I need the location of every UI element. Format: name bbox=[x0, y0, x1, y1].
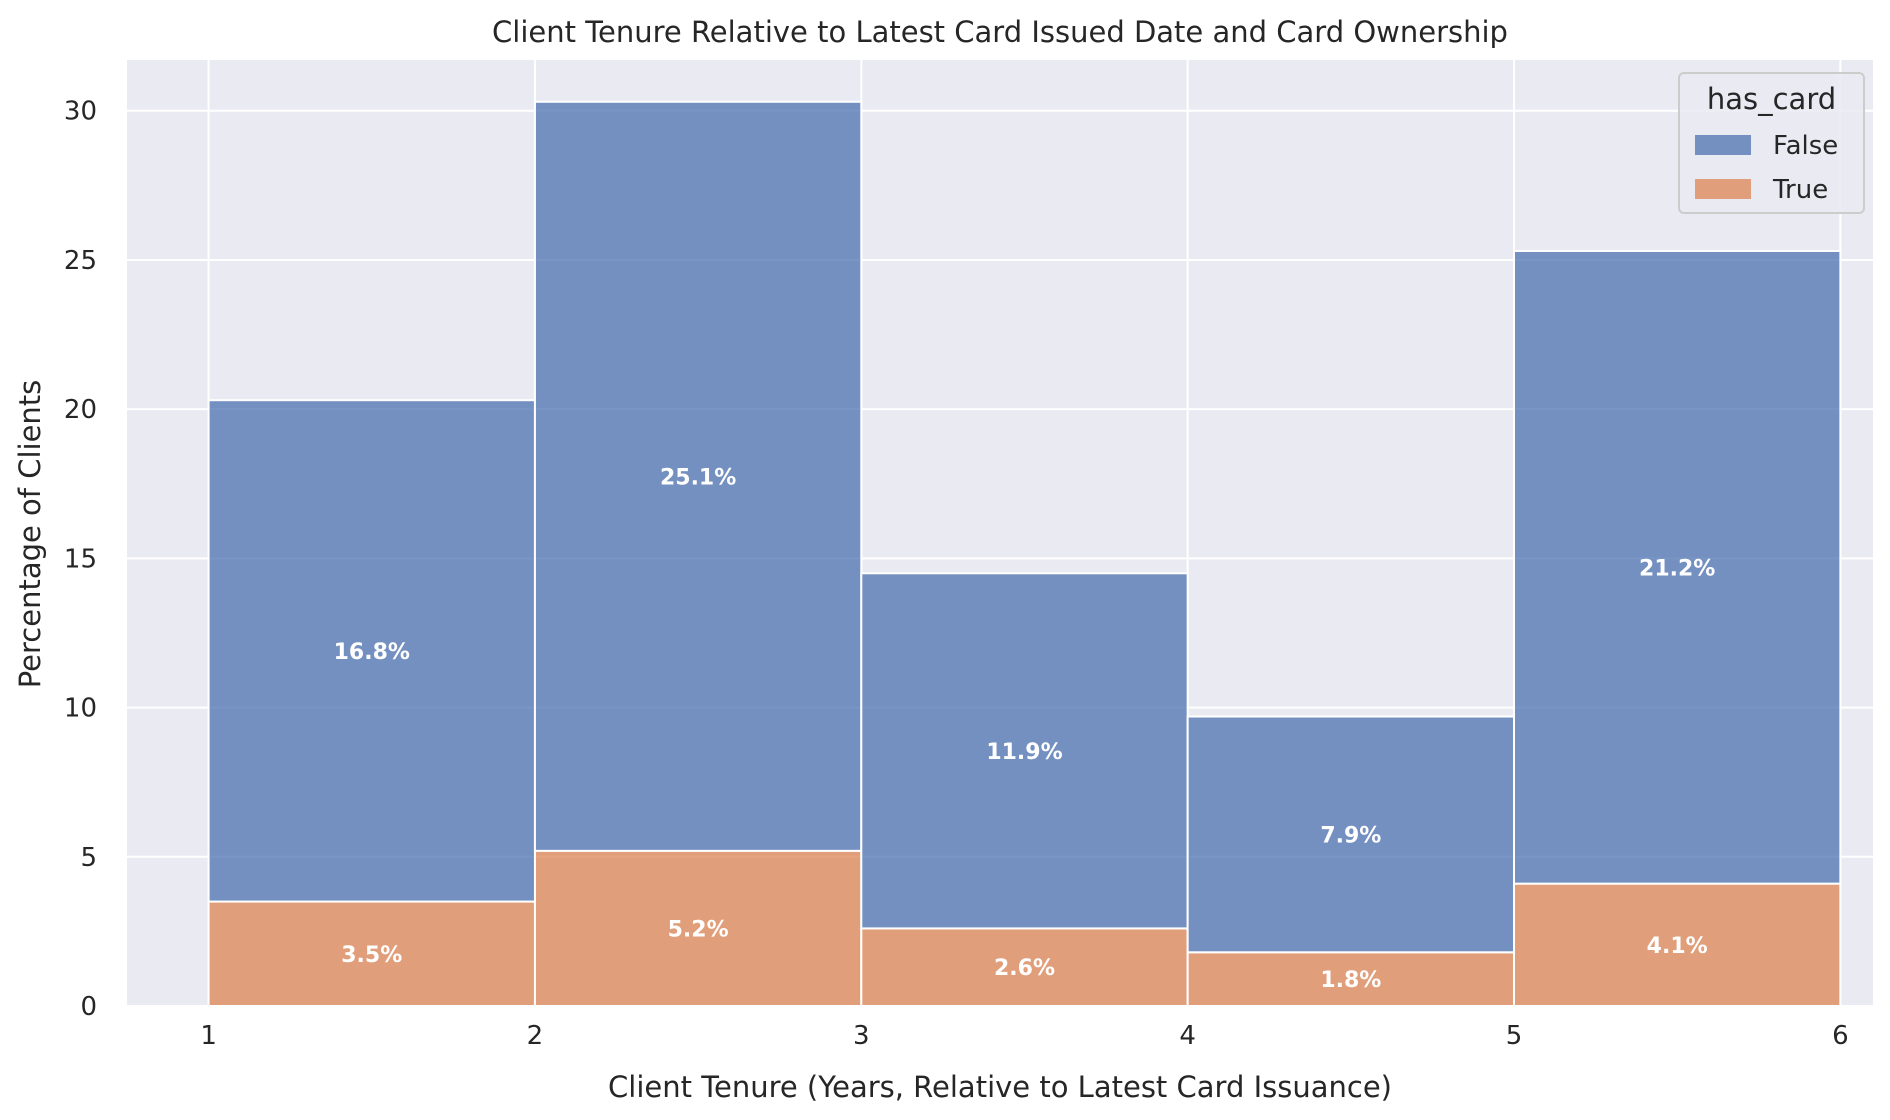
plot-area: 3.5% 5.2% 2.6% 1.8% 4.1% 16.8% 25.1% 11.9% 7.9% 2… bbox=[64, 60, 1873, 1051]
bar-false-3 bbox=[860, 572, 1189, 930]
bar-true-1 bbox=[207, 900, 536, 1008]
bar-label-true-1: 3.5% bbox=[341, 943, 402, 968]
legend-title: has_card bbox=[1707, 82, 1836, 116]
bar-label-true-4: 1.8% bbox=[1320, 968, 1381, 993]
y-tick-label: 0 bbox=[80, 992, 97, 1022]
bar-true-3 bbox=[860, 927, 1189, 1007]
bar-true-2 bbox=[533, 849, 863, 1007]
legend-swatch-true bbox=[1695, 179, 1751, 199]
x-tick-label: 4 bbox=[1179, 1021, 1196, 1051]
bar-false-5 bbox=[1513, 249, 1842, 885]
y-tick-label: 15 bbox=[64, 544, 97, 574]
y-tick-label: 30 bbox=[64, 97, 97, 127]
bar-label-true-2: 5.2% bbox=[668, 917, 729, 942]
y-tick-label: 10 bbox=[64, 694, 97, 724]
bar-false-4 bbox=[1186, 715, 1516, 954]
x-tick-label: 1 bbox=[200, 1021, 217, 1051]
x-tick-label: 6 bbox=[1832, 1021, 1849, 1051]
legend-label-false: False bbox=[1773, 131, 1838, 161]
x-tick-label: 5 bbox=[1506, 1021, 1523, 1051]
legend-box bbox=[1678, 72, 1865, 214]
legend: has_card False True bbox=[1678, 72, 1865, 214]
x-tick-label: 3 bbox=[853, 1021, 870, 1051]
y-tick-label: 25 bbox=[64, 246, 97, 276]
bar-label-true-5: 4.1% bbox=[1647, 934, 1708, 959]
x-axis-label: Client Tenure (Years, Relative to Latest… bbox=[608, 1070, 1392, 1104]
bar-label-false-4: 7.9% bbox=[1320, 823, 1381, 848]
chart-title: Client Tenure Relative to Latest Card Is… bbox=[492, 15, 1508, 49]
bar-label-false-3: 11.9% bbox=[986, 740, 1062, 765]
legend-swatch-false bbox=[1695, 135, 1751, 155]
bar-label-false-1: 16.8% bbox=[334, 640, 410, 665]
bar-false-1 bbox=[207, 399, 536, 903]
y-axis-label: Percentage of Clients bbox=[13, 380, 47, 689]
bar-label-true-3: 2.6% bbox=[994, 956, 1055, 981]
bar-label-false-5: 21.2% bbox=[1639, 556, 1715, 581]
y-tick-label: 5 bbox=[80, 843, 97, 873]
bar-label-false-2: 25.1% bbox=[660, 465, 736, 490]
legend-label-true: True bbox=[1772, 175, 1828, 205]
x-tick-label: 2 bbox=[527, 1021, 544, 1051]
bar-false-2 bbox=[533, 100, 863, 852]
y-tick-label: 20 bbox=[64, 395, 97, 425]
